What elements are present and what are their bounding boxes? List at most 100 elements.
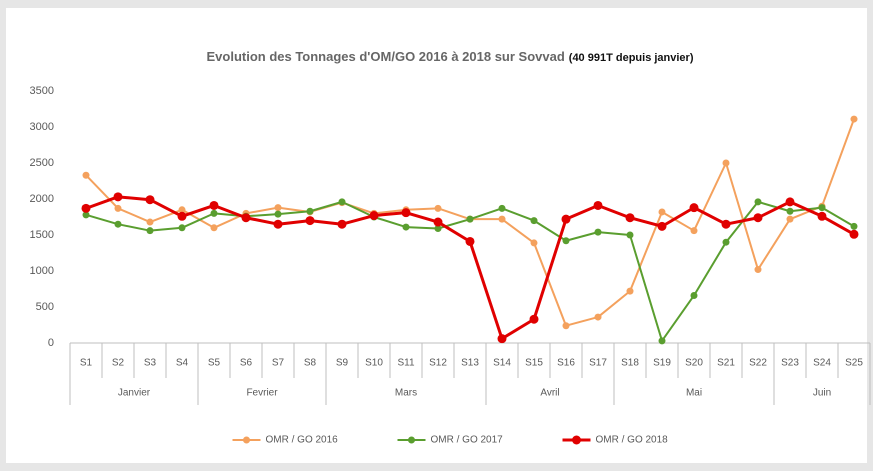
data-point: [274, 204, 282, 212]
data-point: [562, 322, 570, 330]
data-point: [562, 237, 570, 245]
legend-label: OMR / GO 2017: [431, 435, 504, 446]
x-tick-label: S9: [336, 358, 349, 369]
x-tick-label: S2: [112, 358, 125, 369]
group-label: Juin: [813, 388, 831, 399]
x-tick-label: S20: [685, 358, 703, 369]
x-tick-label: S4: [176, 358, 189, 369]
data-point: [306, 207, 314, 215]
x-tick-label: S22: [749, 358, 767, 369]
data-point: [530, 239, 538, 247]
data-point: [82, 171, 90, 179]
data-point: [657, 221, 667, 231]
group-label: Mars: [395, 388, 417, 399]
data-point: [113, 192, 123, 202]
x-tick-label: S16: [557, 358, 575, 369]
x-tick-label: S3: [144, 358, 157, 369]
x-tick-label: S6: [240, 358, 253, 369]
data-point: [754, 266, 762, 274]
data-point: [658, 337, 666, 345]
data-point: [753, 213, 763, 223]
data-point: [658, 208, 666, 216]
x-tick-label: S21: [717, 358, 735, 369]
legend-marker: [572, 435, 581, 445]
data-point: [786, 215, 794, 223]
y-tick-label: 2500: [30, 157, 54, 169]
x-tick-label: S14: [493, 358, 511, 369]
data-point: [145, 195, 155, 205]
data-point: [82, 211, 90, 219]
x-tick-label: S7: [272, 358, 285, 369]
x-tick-label: S1: [80, 358, 93, 369]
title-note: (40 991T depuis janvier): [569, 52, 694, 64]
data-point: [178, 224, 186, 232]
data-point: [530, 217, 538, 225]
data-point: [722, 159, 730, 167]
data-point: [850, 115, 858, 123]
data-point: [498, 215, 506, 223]
data-point: [274, 210, 282, 218]
data-point: [402, 223, 410, 231]
y-tick-label: 0: [48, 337, 54, 349]
data-point: [178, 206, 186, 214]
data-point: [210, 209, 218, 217]
data-point: [337, 219, 347, 229]
chart-title: Evolution des Tonnages d'OM/GO 2016 à 20…: [206, 49, 693, 64]
data-point: [786, 207, 794, 215]
data-point: [177, 211, 187, 221]
x-tick-label: S10: [365, 358, 383, 369]
data-point: [146, 227, 154, 235]
data-point: [850, 222, 858, 230]
x-tick-label: S13: [461, 358, 479, 369]
y-tick-label: 3000: [30, 121, 54, 133]
y-tick-label: 2000: [30, 193, 54, 205]
x-tick-label: S25: [845, 358, 863, 369]
y-tick-label: 500: [36, 301, 54, 313]
chart-area: [6, 8, 867, 463]
x-tick-label: S12: [429, 358, 447, 369]
group-label: Avril: [540, 388, 559, 399]
data-point: [594, 313, 602, 321]
x-tick-label: S19: [653, 358, 671, 369]
data-point: [338, 198, 346, 206]
legend-marker: [408, 436, 415, 444]
data-point: [626, 231, 634, 239]
legend-marker: [243, 436, 250, 444]
data-point: [722, 238, 730, 246]
data-point: [465, 236, 475, 246]
x-tick-label: S18: [621, 358, 639, 369]
x-tick-label: S23: [781, 358, 799, 369]
data-point: [305, 216, 315, 226]
data-point: [114, 204, 122, 212]
data-point: [690, 227, 698, 235]
data-point: [146, 218, 154, 226]
group-label: Mai: [686, 388, 702, 399]
x-tick-label: S24: [813, 358, 831, 369]
data-point: [433, 217, 443, 227]
data-point: [241, 213, 251, 223]
group-label: Fevrier: [246, 388, 278, 399]
data-point: [593, 200, 603, 210]
data-point: [625, 213, 635, 223]
data-point: [114, 220, 122, 228]
data-point: [849, 229, 859, 239]
data-point: [561, 214, 571, 224]
data-point: [818, 204, 826, 212]
data-point: [497, 334, 507, 344]
x-tick-label: S5: [208, 358, 221, 369]
data-point: [434, 225, 442, 233]
data-point: [209, 200, 219, 210]
data-point: [210, 224, 218, 232]
data-point: [785, 197, 795, 207]
data-point: [498, 204, 506, 212]
legend-label: OMR / GO 2018: [596, 435, 669, 446]
y-tick-label: 1000: [30, 265, 54, 277]
data-point: [401, 208, 411, 218]
data-point: [466, 215, 474, 223]
x-tick-label: S15: [525, 358, 543, 369]
y-tick-label: 3500: [30, 85, 54, 97]
data-point: [434, 204, 442, 212]
x-tick-label: S11: [397, 358, 414, 369]
